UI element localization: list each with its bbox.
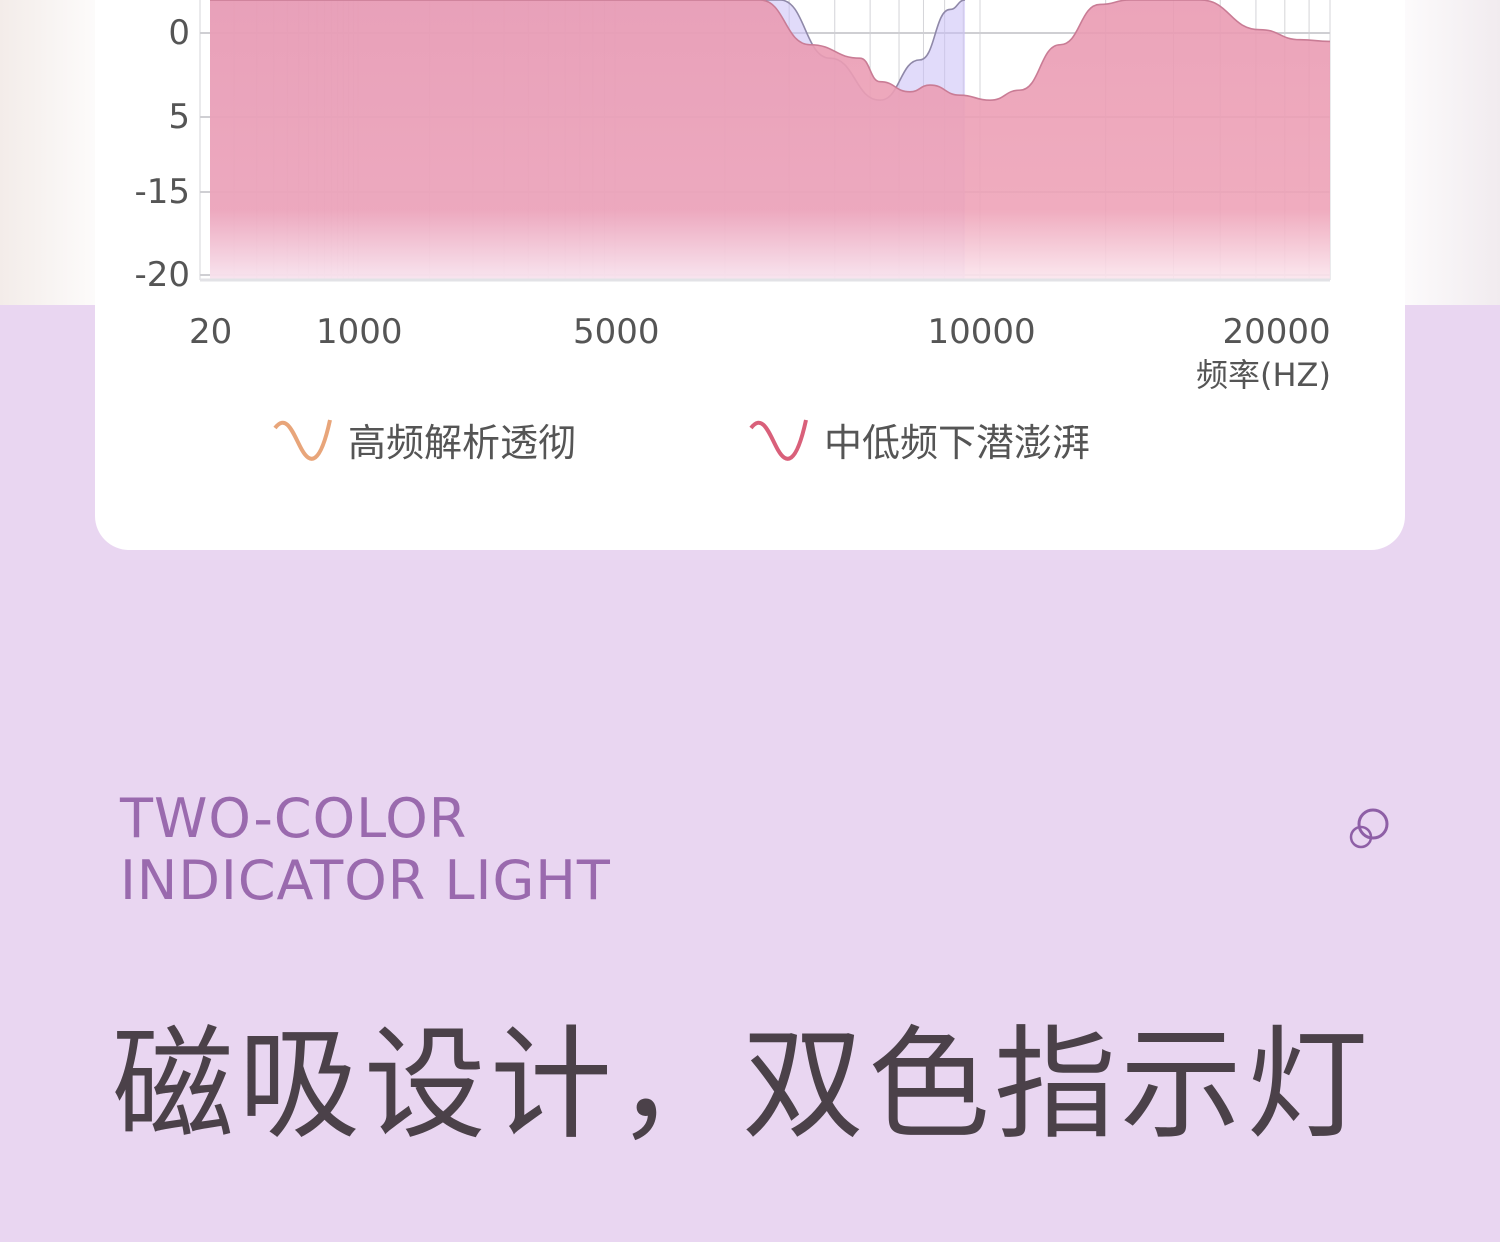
series-line [210,0,1331,102]
x-tick-label: 20000 [1222,312,1331,352]
wave-icon [273,419,332,461]
legend-label: 高频解析透彻 [348,421,577,465]
heading-english: TWO-COLOR INDICATOR LIGHT [120,788,611,912]
series-area [210,0,1330,280]
x-tick-label: 1000 [316,312,403,352]
legend-item-low: 中低频下潜澎湃 [748,412,1090,467]
heading-chinese: 磁吸设计，双色指示灯 [112,1014,1372,1156]
y-tick-label: 5 [168,97,190,137]
overlapping-circles-icon [1349,808,1389,849]
x-tick-label: 10000 [927,312,1036,352]
x-axis-label: 频率(HZ) [1196,356,1331,394]
y-tick-label: 0 [168,13,190,53]
frequency-chart [199,0,1331,282]
x-tick-label: 20 [189,312,233,352]
legend-item-high: 高频解析透彻 [272,412,576,467]
y-tick-label: -15 [134,172,190,212]
series-line [210,0,966,102]
y-tick-label: -20 [134,255,190,295]
wave-icon [749,419,808,461]
legend-label: 中低频下潜澎湃 [824,421,1091,465]
heading-line: INDICATOR LIGHT [120,849,611,912]
heading-line: TWO-COLOR [120,787,468,850]
x-tick-label: 5000 [573,312,660,352]
